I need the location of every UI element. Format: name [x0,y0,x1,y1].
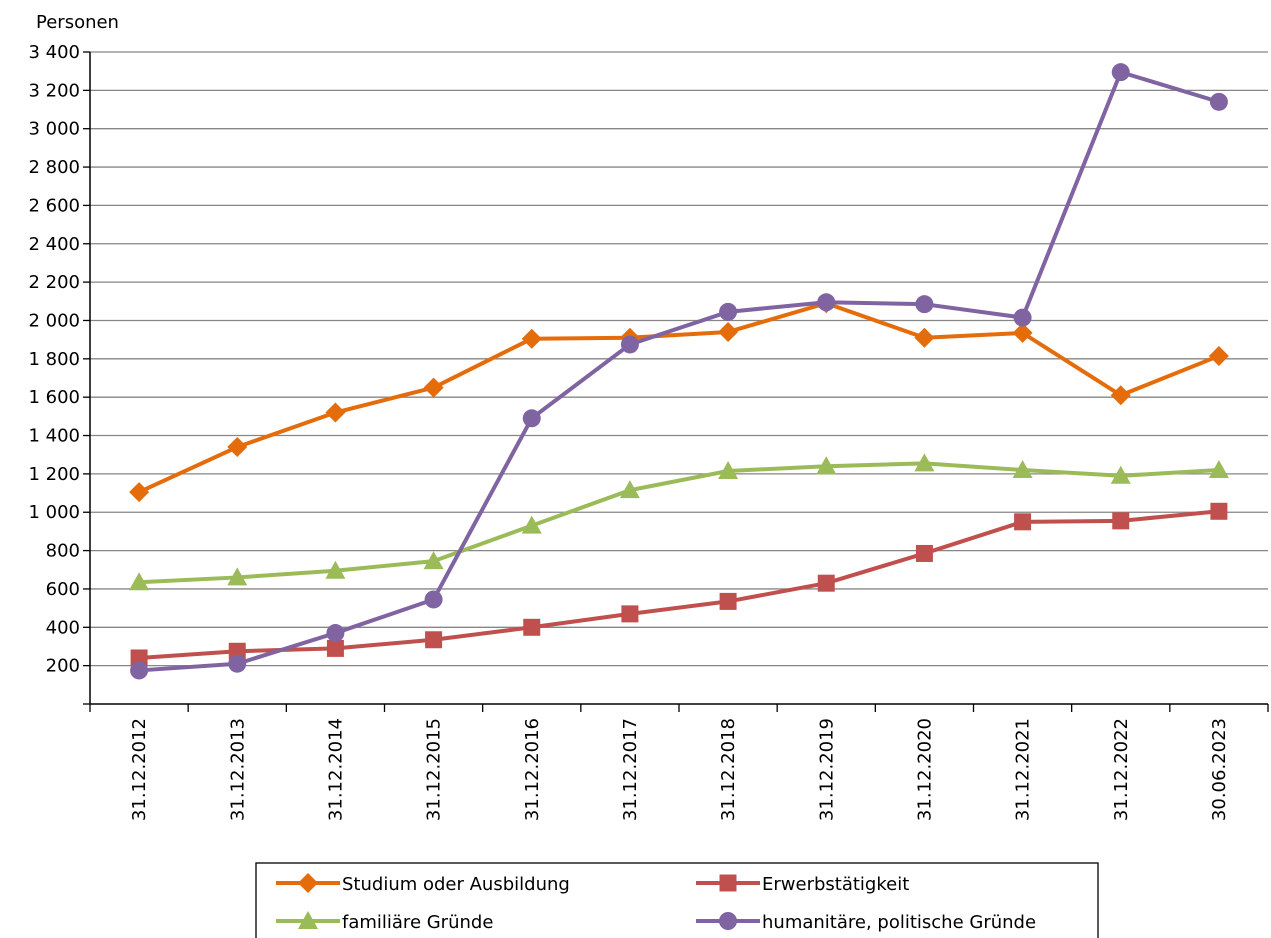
data-point [425,631,442,648]
series-4 [130,63,1228,679]
data-point [621,605,638,622]
y-tick-labels: 200 400 600 800 1 000 1 200 1 400 1 600 1 800 2 0… [28,42,80,677]
data-point [1112,512,1129,529]
y-axis-title: Personen [36,12,119,33]
data-point [325,403,345,423]
y-tick-label: 2 400 [28,234,80,255]
x-tick-label: 31.12.2020 [914,718,935,821]
x-tick-label: 31.12.2013 [227,718,248,821]
y-tick-label: 1 600 [28,387,80,408]
x-tick-labels: 31.12.2012 31.12.2013 31.12.2014 31.12.2015… [129,718,1230,821]
y-tick-label: 400 [46,617,80,638]
series-group [129,63,1229,679]
series-line [139,511,1219,658]
data-point [130,661,148,679]
x-tick-label: 30.06.2023 [1209,718,1230,821]
y-tick-label: 1 800 [28,349,80,370]
data-point [818,575,835,592]
x-tick-label: 31.12.2019 [816,718,837,821]
data-point [718,322,738,342]
data-point [228,655,246,673]
x-tick-label: 31.12.2017 [620,718,641,821]
data-point [227,437,247,457]
series-2 [131,503,1228,667]
data-point [915,295,933,313]
x-tick-label: 31.12.2012 [129,718,150,821]
y-tick-label: 2 200 [28,272,80,293]
data-point [327,640,344,657]
data-point [719,303,737,321]
y-tick-label: 2 800 [28,157,80,178]
data-point [1014,309,1032,327]
data-point [916,545,933,562]
y-tick-label: 1 400 [28,426,80,447]
data-point [523,619,540,636]
data-point [1112,63,1130,81]
x-tick-label: 31.12.2016 [522,718,543,821]
data-point [914,328,934,348]
y-tick-label: 200 [46,656,80,677]
y-tick-label: 1 200 [28,464,80,485]
data-point [1111,385,1131,405]
legend-marker [720,875,737,892]
x-tick-label: 31.12.2014 [325,718,346,821]
y-tick-label: 2 600 [28,195,80,216]
y-tick-label: 2 000 [28,310,80,331]
legend-marker [719,912,737,930]
x-tick-label: 31.12.2022 [1111,718,1132,821]
data-point [326,624,344,642]
data-point [720,593,737,610]
data-point [523,409,541,427]
legend-label: Erwerbstätigkeit [762,874,909,895]
data-point [425,590,443,608]
x-tick-label: 31.12.2021 [1013,718,1034,821]
y-tick-label: 600 [46,579,80,600]
y-tick-label: 1 000 [28,502,80,523]
legend-label: humanitäre, politische Gründe [762,912,1036,933]
y-tick-label: 800 [46,541,80,562]
data-point [1209,346,1229,366]
data-point [1210,503,1227,520]
y-tick-label: 3 400 [28,42,80,63]
data-point [424,378,444,398]
legend: Studium oder Ausbildung Erwerbstätigkeit f… [256,863,1098,938]
legend-label: Studium oder Ausbildung [342,874,570,895]
data-point [621,335,639,353]
y-tick-label: 3 000 [28,119,80,140]
data-point [522,329,542,349]
legend-label: familiäre Gründe [342,912,493,933]
y-tick-label: 3 200 [28,80,80,101]
series-line [139,72,1219,670]
x-tick-label: 31.12.2015 [424,718,445,821]
x-tick-label: 31.12.2018 [718,718,739,821]
data-point [1014,513,1031,530]
data-point [129,482,149,502]
data-point [1210,93,1228,111]
data-point [817,293,835,311]
